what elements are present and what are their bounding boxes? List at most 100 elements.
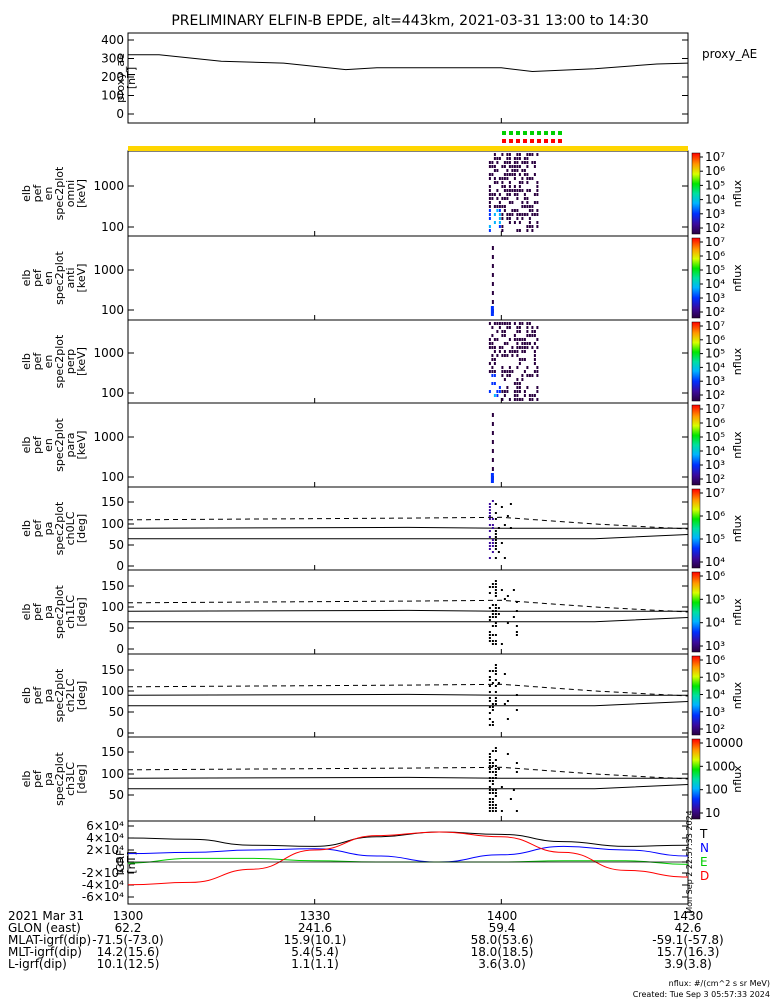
pitch-angle-pixel [491, 762, 494, 764]
pitch-angle-pixel [515, 771, 518, 773]
pitch-angle-pixel [488, 518, 491, 520]
pitch-angle-pixel [488, 771, 491, 773]
spectrogram-pixel [526, 342, 529, 345]
spectrogram-pixel [518, 330, 521, 333]
pitch-angle-pixel [509, 503, 512, 505]
y-tick-label: 0 [116, 726, 124, 740]
spectrogram-pixel [498, 217, 501, 220]
spectrogram-pixel [498, 201, 501, 204]
spectrogram-pixel [536, 185, 539, 188]
pitch-angle-pixel [500, 643, 503, 645]
spectrogram-pixel [508, 221, 511, 224]
spectrogram-pixel [488, 342, 491, 345]
loss-cone-solid-line [128, 617, 689, 623]
spectrogram-pixel [536, 153, 539, 156]
pitch-angle-pixel [488, 503, 491, 505]
spectrogram-pixel [501, 374, 504, 377]
spectrogram-pixel [508, 189, 511, 192]
colorbar-label: nflux [731, 514, 744, 542]
pitch-angle-pixel [494, 503, 497, 505]
colorbar [691, 404, 701, 486]
pitch-angle-pixel [506, 753, 509, 755]
spectrogram-pixel [511, 370, 514, 373]
pitch-angle-pixel [491, 798, 494, 800]
spectrogram-pixel [511, 165, 514, 168]
spectrogram-pixel [503, 394, 506, 397]
y-axis-label: spec2plot [53, 418, 66, 472]
spectrogram-pixel [493, 322, 496, 325]
pitch-angle-pixel [515, 709, 518, 711]
spectrogram-pixel [506, 326, 509, 329]
pitch-angle-pixel [488, 765, 491, 767]
spectrogram-pixel [501, 398, 504, 401]
spectrogram-pixel [496, 338, 499, 341]
y-axis-label: omni [64, 180, 77, 207]
spectrogram-pixel [533, 193, 536, 196]
pitch-angle-pixel [494, 545, 497, 547]
spectrogram-pixel [493, 370, 496, 373]
status-marker [530, 131, 534, 135]
colorbar-tick-label: 10⁵ [705, 430, 725, 444]
spectrogram-pixel [531, 213, 534, 216]
y-axis-label: elb [20, 771, 33, 788]
pitch-angle-pixel [491, 810, 494, 812]
spectrogram-pixel [503, 177, 506, 180]
pitch-angle-pixel [488, 685, 491, 687]
pitch-angle-pixel [491, 610, 494, 612]
pitch-angle-pixel [503, 598, 506, 600]
spectrogram-pixel [521, 374, 524, 377]
y-axis-label: en [42, 355, 55, 369]
spectrogram-pixel [498, 350, 501, 353]
pitch-angle-pixel [515, 810, 518, 812]
spectrogram-pixel [491, 273, 494, 277]
spectrogram-pixel [501, 390, 504, 393]
pitch-angle-pixel [488, 607, 491, 609]
colorbar [691, 237, 701, 319]
status-marker [523, 131, 527, 135]
colorbar-tick-label: 10⁷ [705, 150, 725, 164]
spectrogram-pixel [496, 205, 499, 208]
pitch-angle-pixel [488, 545, 491, 547]
spectrogram-pixel [493, 394, 496, 397]
y-axis-label: [deg] [75, 597, 88, 626]
y-tick-label: 1000 [93, 346, 124, 360]
colorbar-tick-label: 10⁶ [705, 653, 725, 667]
spectrogram-pixel [533, 350, 536, 353]
spectrogram-pixel [536, 213, 539, 216]
spectrogram-pixel [521, 338, 524, 341]
spectrogram-pixel [498, 193, 501, 196]
pitch-angle-pixel [494, 616, 497, 618]
y-tick-label: -6×10⁴ [82, 890, 124, 904]
status-marker [537, 131, 541, 135]
colorbar-label: nflux [731, 264, 744, 292]
pitch-angle-pixel [497, 768, 500, 770]
pitch-angle-pixel [512, 616, 515, 618]
colorbar-tick-label: 10⁶ [705, 249, 725, 263]
spectrogram-pixel [493, 346, 496, 349]
colorbar [691, 321, 701, 402]
pitch-angle-pixel [515, 610, 518, 612]
spectrogram-pixel [523, 346, 526, 349]
pitch-angle-pixel [491, 586, 494, 588]
spectrogram-pixel [508, 374, 511, 377]
spectrogram-pixel [493, 157, 496, 160]
spectrogram-pixel [501, 354, 504, 357]
spectrogram-pixel [493, 181, 496, 184]
spectrogram-pixel [501, 205, 504, 208]
panel-frame [127, 402, 689, 488]
spectrogram-pixel [536, 390, 539, 393]
colorbar-tick-label: 10⁴ [705, 444, 725, 458]
spectrogram-pixel [513, 394, 516, 397]
spectrogram-pixel [496, 209, 499, 212]
spectrogram-pixel [496, 197, 499, 200]
spectrogram-pixel [513, 157, 516, 160]
spectrogram-pixel [496, 189, 499, 192]
spectrogram-pixel [518, 185, 521, 188]
y-axis-label: spec2plot [53, 668, 66, 722]
pitch-angle-pixel [494, 583, 497, 585]
spectrogram-pixel [521, 217, 524, 220]
spectrogram-pixel [516, 390, 519, 393]
footer-row-label: 2021 Mar 31 [8, 909, 84, 923]
spectrogram-pixel [526, 213, 529, 216]
pitch-angle-pixel [488, 700, 491, 702]
